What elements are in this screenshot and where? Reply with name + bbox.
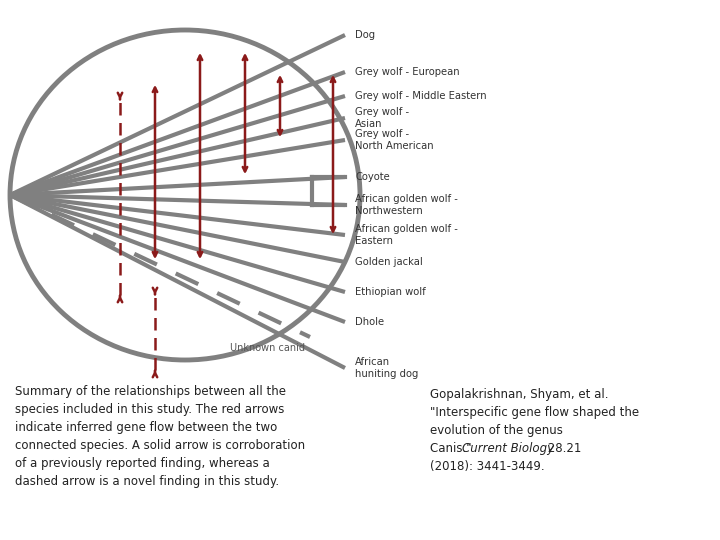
Text: Gopalakrishnan, Shyam, et al.: Gopalakrishnan, Shyam, et al.: [430, 388, 608, 401]
Text: (2018): 3441-3449.: (2018): 3441-3449.: [430, 460, 544, 473]
Text: Grey wolf - Middle Eastern: Grey wolf - Middle Eastern: [355, 91, 487, 101]
Text: evolution of the genus: evolution of the genus: [430, 424, 563, 437]
Text: 28.21: 28.21: [544, 442, 581, 455]
Text: Grey wolf -
Asian: Grey wolf - Asian: [355, 107, 409, 129]
Text: Summary of the relationships between all the
species included in this study. The: Summary of the relationships between all…: [15, 385, 305, 488]
Text: "Interspecific gene flow shaped the: "Interspecific gene flow shaped the: [430, 406, 639, 419]
Text: Canis.": Canis.": [430, 442, 475, 455]
Text: Grey wolf -
North American: Grey wolf - North American: [355, 129, 433, 151]
Text: Current Biology: Current Biology: [462, 442, 554, 455]
Text: Dhole: Dhole: [355, 317, 384, 327]
Text: Coyote: Coyote: [355, 172, 390, 182]
Text: Grey wolf - European: Grey wolf - European: [355, 67, 459, 77]
Text: Ethiopian wolf: Ethiopian wolf: [355, 287, 426, 297]
Text: Dog: Dog: [355, 30, 375, 40]
Text: African golden wolf -
Eastern: African golden wolf - Eastern: [355, 224, 458, 246]
Text: Golden jackal: Golden jackal: [355, 257, 423, 267]
Text: African
huniting dog: African huniting dog: [355, 357, 418, 379]
Text: Unknown canid: Unknown canid: [230, 343, 305, 353]
Text: African golden wolf -
Northwestern: African golden wolf - Northwestern: [355, 194, 458, 216]
